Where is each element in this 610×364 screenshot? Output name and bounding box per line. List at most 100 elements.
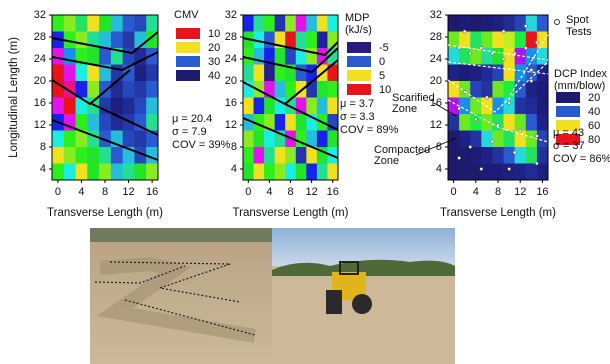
heat-cell bbox=[470, 97, 482, 115]
heat-cell bbox=[253, 64, 265, 82]
heat-cell bbox=[470, 48, 482, 65]
heat-cell bbox=[316, 163, 328, 181]
heat-cell bbox=[306, 114, 318, 131]
spot-test bbox=[462, 29, 467, 34]
heat-cell bbox=[459, 97, 471, 115]
heat-cell bbox=[514, 81, 527, 98]
heat-cell bbox=[492, 64, 504, 82]
heat-cell bbox=[503, 163, 516, 181]
heat-cell bbox=[470, 163, 482, 181]
heat-cell bbox=[122, 97, 135, 115]
heat-cell bbox=[146, 15, 159, 32]
heat-cell bbox=[514, 97, 527, 115]
heat-cell bbox=[459, 48, 471, 65]
heat-cell bbox=[75, 15, 88, 32]
heat-cell bbox=[525, 64, 538, 82]
heat-cell bbox=[75, 114, 88, 131]
x-tick-label: 16 bbox=[146, 186, 158, 198]
heat-cell bbox=[122, 48, 135, 65]
heat-cell bbox=[295, 64, 307, 82]
heat-cell bbox=[448, 114, 460, 131]
heat-cell bbox=[63, 31, 76, 49]
heat-cell bbox=[492, 147, 504, 164]
heat-cell bbox=[264, 64, 276, 82]
x-tick-label: 8 bbox=[102, 186, 108, 198]
heat-cell bbox=[243, 163, 254, 181]
legend-title: Spot bbox=[566, 14, 589, 26]
heat-cell bbox=[525, 81, 538, 98]
heat-cell bbox=[253, 15, 265, 32]
legend-swatch bbox=[176, 56, 200, 67]
heat-cell bbox=[52, 97, 65, 115]
legend-title: (kJ/s) bbox=[345, 24, 372, 36]
heat-cell bbox=[492, 31, 504, 49]
heat-cell bbox=[536, 48, 549, 65]
heat-cell bbox=[285, 81, 297, 98]
heat-cell bbox=[295, 130, 307, 148]
heat-cell bbox=[448, 81, 460, 98]
heat-cell bbox=[503, 15, 516, 32]
heat-cell bbox=[459, 130, 471, 148]
y-tick-label: 28 bbox=[34, 31, 46, 43]
heat-cell bbox=[253, 114, 265, 131]
heat-cell bbox=[295, 147, 307, 164]
heat-cell bbox=[525, 114, 538, 131]
y-tick-label: 20 bbox=[225, 75, 237, 87]
heat-cell bbox=[316, 81, 328, 98]
legend-swatch bbox=[347, 84, 371, 95]
heat-cell bbox=[146, 64, 159, 82]
y-axis-label: Longitudinal Length (m) bbox=[8, 37, 20, 158]
heat-cell bbox=[253, 163, 265, 181]
heat-cell bbox=[327, 163, 339, 181]
heat-cell bbox=[470, 114, 482, 131]
heat-cell bbox=[52, 15, 65, 32]
heat-cell bbox=[306, 31, 318, 49]
heat-cell bbox=[87, 163, 100, 181]
x-tick-label: 12 bbox=[122, 186, 134, 198]
heat-cell bbox=[492, 97, 504, 115]
y-tick-label: 12 bbox=[34, 119, 46, 131]
heat-cell bbox=[122, 114, 135, 131]
heat-cell bbox=[503, 81, 516, 98]
heat-cell bbox=[75, 81, 88, 98]
x-tick-label: 4 bbox=[266, 186, 272, 198]
heat-cell bbox=[448, 31, 460, 49]
spot-test bbox=[468, 145, 473, 149]
heat-cell bbox=[110, 64, 124, 82]
heat-cell bbox=[110, 31, 124, 49]
stat: COV = 86% bbox=[553, 153, 610, 165]
heat-cell bbox=[243, 81, 254, 98]
heat-cell bbox=[122, 31, 135, 49]
legend-swatch bbox=[176, 28, 200, 39]
heat-cell bbox=[295, 31, 307, 49]
heat-cell bbox=[87, 31, 100, 49]
legend-swatch bbox=[176, 42, 200, 53]
heat-cell bbox=[306, 163, 318, 181]
heat-cell bbox=[110, 81, 124, 98]
heat-cell bbox=[492, 163, 504, 181]
heat-cell bbox=[295, 97, 307, 115]
heat-cell bbox=[327, 114, 339, 131]
heat-cell bbox=[327, 130, 339, 148]
heat-cell bbox=[122, 81, 135, 98]
spot-test bbox=[490, 139, 495, 144]
heat-cell bbox=[146, 97, 159, 115]
heat-cell bbox=[87, 147, 100, 164]
heat-cell bbox=[295, 48, 307, 65]
zone-boundary bbox=[51, 69, 131, 106]
heat-cell bbox=[243, 97, 254, 115]
x-axis-label: Transverse Length (m) bbox=[233, 207, 349, 219]
heat-cell bbox=[75, 31, 88, 49]
x-axis-label: Transverse Length (m) bbox=[440, 207, 556, 219]
photo-right bbox=[272, 228, 455, 364]
heat-cell bbox=[327, 97, 339, 115]
zone-boundary bbox=[447, 44, 549, 61]
heat-cell bbox=[63, 147, 76, 164]
heat-cell bbox=[146, 81, 159, 98]
heat-cell bbox=[459, 15, 471, 32]
heat-cell bbox=[253, 31, 265, 49]
heat-cell bbox=[87, 48, 100, 65]
heat-cell bbox=[264, 31, 276, 49]
heat-cell bbox=[253, 97, 265, 115]
y-tick-label: 8 bbox=[231, 141, 237, 153]
